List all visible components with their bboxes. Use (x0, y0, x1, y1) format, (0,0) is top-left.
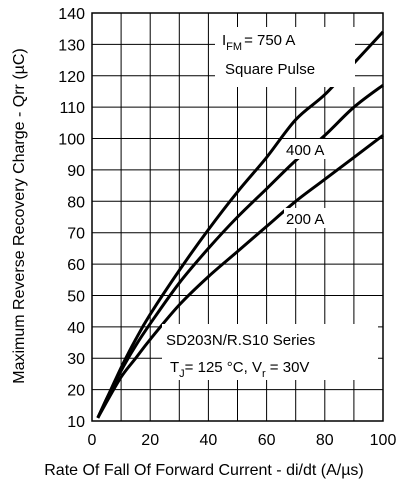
y-tick-label: 90 (67, 163, 85, 180)
ifm-main: I (222, 32, 226, 49)
curve-200a (96, 134, 384, 419)
cond-t-rest: = 125 °C, V (185, 359, 262, 376)
x-tick-label: 100 (370, 432, 397, 449)
y-tick-label: 40 (67, 320, 85, 337)
ifm-value: = 750 A (244, 32, 295, 49)
y-tick-label: 70 (67, 226, 85, 243)
y-tick-label: 80 (67, 194, 85, 211)
cond-t: T (170, 359, 179, 376)
cond-t-sub: J (179, 368, 185, 380)
ifm-label-box (215, 27, 355, 87)
label-200: 200 A (286, 211, 324, 228)
x-axis-label: Rate Of Fall Of Forward Current - di/dt … (44, 462, 364, 479)
y-tick-label: 10 (67, 414, 85, 431)
label-400-box (284, 139, 332, 159)
series-box (162, 324, 378, 380)
x-tick-labels: 0 20 40 60 80 100 (88, 432, 397, 449)
y-tick-label: 20 (67, 383, 85, 400)
y-tick-label: 60 (67, 257, 85, 274)
ifm-label: IFM = 750 A (222, 32, 295, 53)
x-tick-label: 60 (258, 432, 276, 449)
label-400: 400 A (286, 142, 324, 159)
y-tick-label: 110 (59, 100, 85, 117)
x-tick-label: 80 (316, 432, 334, 449)
plot-frame (91, 12, 384, 422)
curves (96, 30, 385, 419)
label-200-box (284, 208, 332, 228)
y-axis-label: Maximum Reverse Recovery Charge - Qrr (µ… (11, 48, 28, 384)
y-tick-label: 50 (67, 288, 85, 305)
square-pulse-label: Square Pulse (225, 61, 315, 78)
y-tick-label: 120 (58, 69, 85, 86)
conditions-label: TJ= 125 °C, Vr = 30V (170, 359, 309, 380)
cond-v-rest: = 30V (266, 359, 310, 376)
x-tick-label: 20 (141, 432, 159, 449)
curve-750a (96, 30, 385, 419)
x-tick-label: 0 (88, 432, 97, 449)
curve-400a (96, 83, 384, 419)
y-tick-label: 130 (58, 37, 85, 54)
y-tick-label: 30 (67, 351, 85, 368)
y-tick-label: 100 (58, 132, 85, 149)
cond-v-sub: r (262, 368, 266, 380)
y-tick-label: 140 (58, 6, 85, 23)
ifm-sub: FM (226, 41, 242, 53)
y-tick-labels: 10 20 30 40 50 60 70 80 90 100 110 120 130 140 (58, 6, 85, 431)
x-tick-label: 40 (200, 432, 218, 449)
series-name-label: SD203N/R.S10 Series (166, 332, 315, 349)
